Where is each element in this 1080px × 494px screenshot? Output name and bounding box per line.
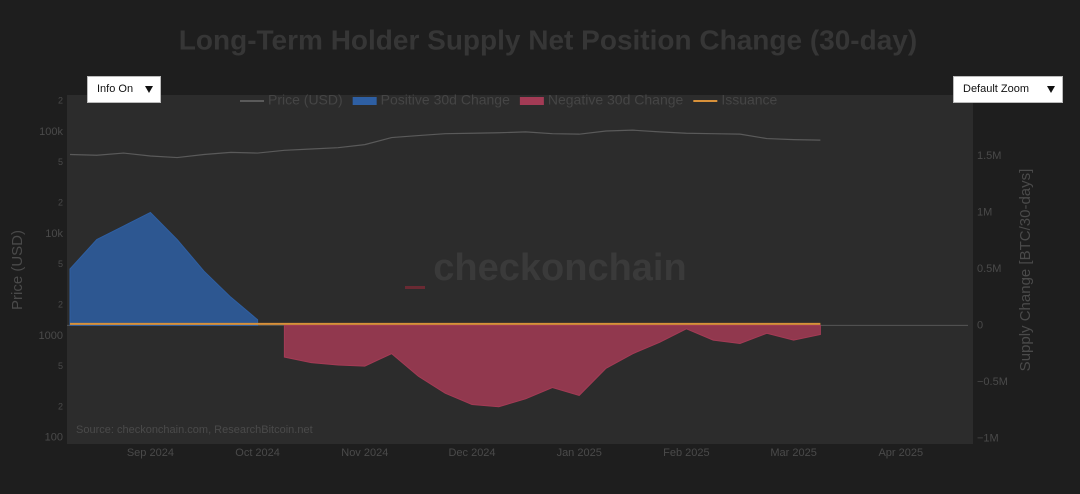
x-tick-label: Jan 2025: [557, 447, 602, 459]
legend-label: Issuance: [721, 92, 777, 108]
y-tick-label: 2: [58, 96, 63, 106]
y2-tick-label: 1M: [977, 206, 992, 218]
y-tick-label: 2: [58, 198, 63, 208]
x-tick-label: Oct 2024: [235, 447, 280, 459]
y2-tick-label: 1.5M: [977, 150, 1001, 162]
watermark: checkonchain: [433, 247, 686, 289]
legend-label: Negative 30d Change: [548, 92, 684, 108]
legend-label: Positive 30d Change: [381, 92, 510, 108]
x-tick-label: Apr 2025: [878, 447, 923, 459]
y-tick-label: 2: [58, 402, 63, 412]
y-tick-label: 2: [58, 300, 63, 310]
x-tick-label: Mar 2025: [770, 447, 816, 459]
y-tick-label: 5: [58, 157, 63, 167]
legend-label: Price (USD): [268, 92, 343, 108]
x-tick-label: Sep 2024: [127, 447, 174, 459]
y2-tick-label: −1M: [977, 432, 999, 444]
y-axis-title: Price (USD): [9, 230, 26, 310]
x-tick-label: Nov 2024: [341, 447, 388, 459]
y2-tick-label: −0.5M: [977, 376, 1008, 388]
y2-axis-title: Supply Change [BTC/30-days]: [1017, 169, 1034, 372]
area: [283, 324, 821, 408]
y-tick-label: 5: [58, 259, 63, 269]
legend-swatch: [519, 97, 544, 105]
x-tick-label: Feb 2025: [663, 447, 709, 459]
watermark-dash: [405, 286, 425, 289]
y-tick-label: 10k: [45, 228, 63, 240]
y-tick-label: 100k: [39, 126, 63, 138]
chart-title: Long-Term Holder Supply Net Position Cha…: [179, 24, 917, 55]
legend-swatch: [352, 97, 377, 105]
y2-tick-label: 0.5M: [977, 263, 1001, 275]
info-dropdown[interactable]: Info On: [87, 76, 161, 103]
line: [69, 129, 821, 159]
area: [69, 211, 259, 326]
zoom-dropdown[interactable]: Default Zoom: [953, 76, 1063, 103]
y-tick-label: 5: [58, 361, 63, 371]
zoom-dropdown-label: Default Zoom: [963, 83, 1030, 95]
y-tick-label: 100: [45, 432, 63, 444]
x-tick-label: Dec 2024: [448, 447, 495, 459]
source-note: Source: checkonchain.com, ResearchBitcoi…: [76, 424, 313, 436]
info-dropdown-label: Info On: [97, 83, 134, 95]
y2-tick-label: 0: [977, 319, 983, 331]
y-tick-label: 1000: [39, 330, 63, 342]
